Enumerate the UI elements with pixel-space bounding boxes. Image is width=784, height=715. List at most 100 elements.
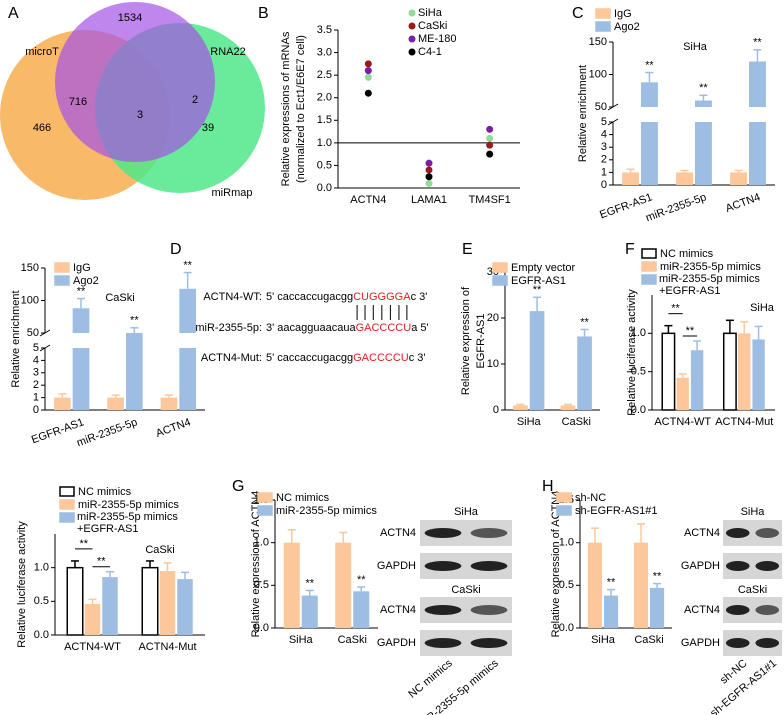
seq-suffix: a 5' bbox=[411, 322, 428, 334]
x-tick-label: ACTN4-Mut bbox=[715, 416, 773, 428]
y-tick-label: 20 bbox=[487, 312, 499, 324]
seq-prefix: 3' aacagguaacaua bbox=[266, 322, 356, 334]
blot-band bbox=[470, 605, 508, 615]
bar bbox=[641, 122, 658, 185]
venn-count: 716 bbox=[69, 96, 87, 108]
venn-label: microT bbox=[25, 46, 59, 58]
y-tick-label: 0.5 bbox=[559, 579, 574, 591]
blot-band bbox=[755, 605, 780, 615]
legend-label: EGFR-AS1 bbox=[511, 275, 566, 287]
y-tick-label: 100 bbox=[21, 294, 39, 306]
bar bbox=[560, 405, 576, 410]
bar bbox=[641, 82, 658, 107]
legend-swatch bbox=[257, 492, 273, 503]
dot bbox=[364, 67, 372, 75]
legend-marker bbox=[408, 35, 416, 43]
blot-band bbox=[424, 561, 462, 571]
blot-band bbox=[755, 561, 780, 571]
legend-label: miR-2355-5p mimics +EGFR-AS1 bbox=[77, 511, 178, 535]
bar bbox=[301, 595, 318, 628]
y-axis-label: Relative expression of ACTN4 bbox=[550, 491, 562, 638]
venn-label: miRmap bbox=[212, 187, 253, 199]
significance-label: ** bbox=[671, 303, 680, 315]
legend-label: IgG bbox=[73, 262, 91, 274]
bar bbox=[283, 542, 300, 628]
x-tick-label: LAMA1 bbox=[411, 194, 447, 206]
legend-label: Ago2 bbox=[614, 21, 640, 33]
legend-label: miR-2355-5p mimics +EGFR-AS1 bbox=[659, 273, 760, 297]
x-tick-label: ACTN4-WT bbox=[64, 641, 121, 653]
y-tick-label: 3 bbox=[601, 141, 607, 153]
y-tick-label: 0 bbox=[493, 404, 499, 416]
bar bbox=[66, 566, 84, 636]
bar bbox=[749, 122, 766, 185]
seq-text: 3' aacagguaacauaGACCCCUa 5' bbox=[266, 322, 429, 334]
y-axis-label: EGFR-AS1 bbox=[475, 313, 487, 368]
x-tick-label: ACTN4-WT bbox=[654, 416, 711, 428]
significance-label: ** bbox=[686, 325, 695, 337]
dot bbox=[425, 166, 433, 174]
blot-row-label: GAPDH bbox=[377, 560, 416, 572]
blot-title: SiHa bbox=[741, 506, 766, 518]
bar bbox=[141, 566, 159, 636]
y-tick-label: 5 bbox=[33, 342, 39, 354]
y-tick-label: 4 bbox=[33, 354, 39, 366]
dot bbox=[486, 150, 494, 158]
y-tick-label: 1.0 bbox=[317, 137, 332, 149]
legend-label: sh-EGFR-AS1#1 bbox=[575, 505, 658, 517]
bar bbox=[179, 348, 196, 410]
venn-count: 3 bbox=[137, 109, 143, 121]
legend-swatch bbox=[556, 505, 572, 516]
bar bbox=[676, 377, 689, 410]
bar bbox=[622, 172, 639, 185]
y-tick-label: 3 bbox=[33, 367, 39, 379]
bar bbox=[722, 332, 737, 411]
legend-swatch bbox=[641, 274, 657, 285]
bar bbox=[650, 587, 665, 628]
legend-label: Ago2 bbox=[73, 275, 99, 287]
y-axis-label: Relative enrichment bbox=[577, 65, 589, 162]
legend-swatch bbox=[257, 505, 273, 516]
seq-label: ACTN4-Mut: bbox=[201, 352, 262, 364]
significance-label: ** bbox=[77, 285, 86, 297]
significance-label: ** bbox=[97, 556, 106, 568]
y-tick-label: 0.5 bbox=[254, 579, 269, 591]
y-tick-label: 0 bbox=[33, 404, 39, 416]
venn-count: 2 bbox=[192, 94, 198, 106]
y-tick-label: 10 bbox=[487, 358, 499, 370]
x-tick-label: SiHa bbox=[289, 634, 314, 646]
x-tick-label: miR-2355-5p bbox=[75, 416, 139, 449]
legend-swatch bbox=[59, 512, 75, 523]
panel-label: C bbox=[572, 5, 584, 22]
y-axis-label: Relative expression of bbox=[460, 286, 472, 395]
seq-prefix: 5' caccaccugacgg bbox=[266, 352, 353, 364]
bar bbox=[54, 397, 71, 410]
blot-row-label: ACTN4 bbox=[684, 604, 720, 616]
y-tick-label: 0.0 bbox=[631, 404, 646, 416]
dot bbox=[364, 73, 372, 81]
y-axis-label: (normalized to Ect1/E6E7 cell) bbox=[295, 35, 307, 183]
bar bbox=[102, 577, 118, 635]
significance-label: ** bbox=[699, 82, 708, 94]
bar bbox=[695, 122, 712, 185]
legend-swatch bbox=[556, 492, 572, 503]
venn-label: RNA22 bbox=[210, 46, 245, 58]
blot-band bbox=[470, 528, 508, 538]
dot bbox=[486, 141, 494, 149]
x-tick-label: CaSki bbox=[562, 416, 591, 428]
legend-marker bbox=[408, 9, 416, 17]
legend-label: NC mimics bbox=[660, 248, 714, 260]
blot-row-label: GAPDH bbox=[681, 560, 720, 572]
legend-label: IgG bbox=[614, 8, 632, 20]
blot-band bbox=[755, 638, 780, 648]
bar bbox=[633, 542, 648, 628]
significance-label: ** bbox=[305, 577, 314, 589]
y-tick-label: 1 bbox=[601, 166, 607, 178]
bar bbox=[749, 61, 766, 107]
legend-label: ME-180 bbox=[418, 33, 457, 45]
subtitle: SiHa bbox=[750, 302, 775, 314]
venn-count: 1534 bbox=[118, 12, 142, 24]
y-tick-label: 2 bbox=[601, 154, 607, 166]
